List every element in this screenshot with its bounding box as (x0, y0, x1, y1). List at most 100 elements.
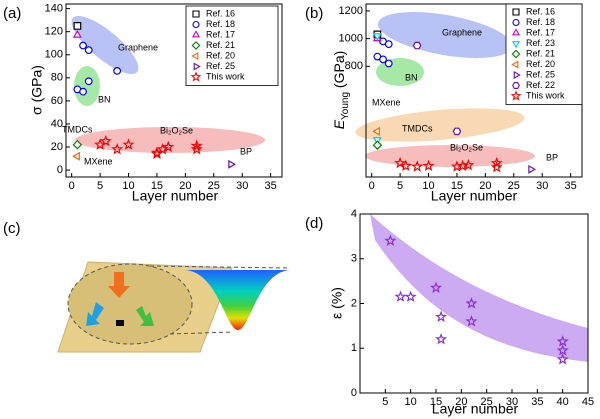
x-tick-label: 20 (179, 180, 191, 192)
y-tick-label: 1000 (339, 33, 363, 45)
y-axis-label-part: (GPa) (331, 51, 347, 92)
y-tick-label: 80 (51, 72, 63, 84)
marker (430, 281, 442, 293)
marker (490, 156, 503, 169)
x-tick-label: 20 (479, 180, 491, 192)
x-tick-label: 10 (122, 180, 134, 192)
graphene-region (71, 15, 139, 75)
legend-marker (193, 62, 201, 71)
guide (169, 331, 233, 335)
marker (162, 140, 175, 153)
legend-label: Ref. 16 (526, 6, 555, 16)
marker (490, 161, 503, 173)
legend-marker (513, 70, 521, 80)
x-tick-label: 15 (451, 180, 463, 192)
bi2o2se-region (75, 127, 265, 153)
legend-label: Ref. 18 (526, 17, 555, 27)
y-axis-label: ε (%) (329, 287, 345, 319)
legend-marker (510, 90, 522, 101)
x-tick-label: 35 (531, 396, 543, 408)
x-tick-label: 25 (481, 396, 493, 408)
tmdc-region (355, 108, 525, 142)
y-tick-label: 800 (345, 60, 363, 72)
arrow (108, 272, 130, 298)
legend-label: Ref. 17 (526, 27, 555, 37)
dome (67, 263, 193, 345)
marker (394, 290, 407, 302)
y-axis-label-part: Young (340, 92, 351, 120)
legend-marker (192, 21, 200, 28)
marker (372, 126, 380, 136)
y-tick-label: 3 (351, 253, 357, 265)
deflection-profile (185, 270, 290, 330)
marker (452, 127, 462, 136)
annotation: MXene (84, 156, 113, 166)
arrow (86, 302, 104, 326)
legend-label: Ref. 16 (206, 8, 235, 18)
legend-box (185, 5, 279, 86)
legend-marker (511, 60, 519, 69)
marker (190, 139, 203, 152)
legend-label: Ref. 25 (526, 69, 555, 79)
marker (99, 134, 112, 147)
legend-marker (511, 41, 521, 49)
annotation: Graphene (442, 27, 482, 37)
regions (71, 12, 588, 362)
annotation: Bi₂O₂Se (160, 125, 193, 135)
annotation: Graphene (118, 42, 158, 52)
x-tick-label: 45 (582, 396, 594, 408)
y-tick-label: 60 (51, 95, 63, 107)
legend-label: Ref. 21 (526, 48, 555, 58)
annotation: BP (546, 152, 558, 162)
annotation: BN (98, 94, 111, 104)
marker (113, 67, 122, 75)
illustration (57, 261, 290, 353)
legend-label: This work (206, 71, 245, 81)
y-tick-label: 0 (351, 387, 357, 399)
legend-marker (191, 30, 201, 38)
legend-label: Ref. 20 (206, 50, 235, 60)
marker (435, 310, 448, 323)
x-tick-label: 10 (405, 396, 417, 408)
x-axis-label: Layer number (132, 188, 219, 204)
y-tick-label: 2 (351, 297, 357, 309)
legend-marker (191, 51, 199, 61)
marker (72, 139, 83, 150)
legend-marker (512, 82, 520, 89)
marker (435, 333, 448, 345)
tip (116, 320, 124, 326)
y-tick-label: 4 (351, 208, 357, 220)
marker (456, 159, 469, 172)
legend-label: Ref. 17 (206, 29, 235, 39)
marker (528, 164, 537, 174)
marker (72, 30, 82, 38)
marker (111, 143, 124, 155)
y-tick-label: 40 (51, 118, 63, 130)
y-axis-label: σ (GPa) (29, 65, 45, 115)
annotation: TMDCs (402, 123, 433, 133)
trend-band (370, 214, 588, 362)
bn-region (74, 66, 100, 106)
x-tick-label: 15 (430, 396, 442, 408)
x-tick-label: 40 (557, 396, 569, 408)
y-tick-label: 100 (45, 49, 63, 61)
x-tick-label: 10 (422, 180, 434, 192)
x-axis-label: Layer number (432, 401, 519, 417)
annotation: BN (405, 72, 418, 82)
y-tick-label: 120 (45, 26, 63, 38)
marker (556, 344, 569, 356)
panel-label: (a) (3, 5, 21, 22)
marker (556, 335, 569, 347)
y-axis-label: EYoung (GPa) (331, 51, 351, 130)
marker (411, 160, 424, 172)
marker (451, 160, 463, 172)
marker (462, 158, 475, 171)
plot-frame (65, 3, 283, 178)
x-axis-label: Layer number (431, 188, 518, 204)
x-tick-label: 15 (151, 180, 163, 192)
x-tick-label: 30 (236, 180, 248, 192)
x-tick-label: 20 (455, 396, 467, 408)
x-tick-label: 35 (565, 180, 577, 192)
marker (465, 297, 478, 309)
